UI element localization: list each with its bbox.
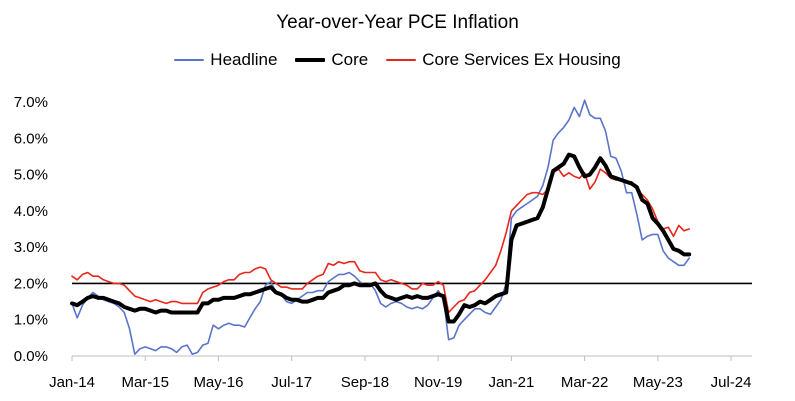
y-tick-label: 2.0% <box>14 275 48 292</box>
x-axis: Jan-14 Mar-15 May-16 Jul-17 Sep-18 Nov-19 Jan-… <box>49 355 752 391</box>
series-line-headline <box>71 99 690 355</box>
series-line-core-services-ex-housing <box>71 168 690 314</box>
x-tick-label: Jan-21 <box>488 374 534 391</box>
x-tick-label: Jan-14 <box>49 374 95 391</box>
series-line-core <box>70 152 692 324</box>
series-group <box>70 99 692 355</box>
y-tick-label: 1.0% <box>14 312 48 329</box>
y-tick-label: 0.0% <box>14 348 48 365</box>
y-tick-label: 6.0% <box>14 130 48 147</box>
legend-swatch-core-services-ex-housing <box>386 59 417 61</box>
legend-item-core: Core <box>295 50 368 70</box>
y-tick-label: 5.0% <box>14 167 48 184</box>
legend-item-core-services-ex-housing: Core Services Ex Housing <box>386 50 621 70</box>
legend-item-headline: Headline <box>174 50 277 70</box>
x-tick-label: Sep-18 <box>341 374 389 391</box>
x-tick-label: Nov-19 <box>414 374 462 391</box>
legend-swatch-headline <box>174 59 205 61</box>
y-tick-label: 4.0% <box>14 203 48 220</box>
x-tick-label: Jul-17 <box>271 374 312 391</box>
x-tick-label: Jul-24 <box>711 374 752 391</box>
y-tick-label: 7.0% <box>14 94 48 111</box>
legend-label-core: Core <box>331 50 369 69</box>
x-tick-label: Mar-15 <box>121 374 169 391</box>
y-axis: 0.0% 1.0% 2.0% 3.0% 4.0% 5.0% 6.0% 7.0% <box>14 94 48 365</box>
legend: Headline Core Core Services Ex Housing <box>0 50 795 70</box>
legend-swatch-core <box>295 58 326 62</box>
legend-label-headline: Headline <box>210 50 278 69</box>
x-tick-label: Mar-22 <box>561 374 609 391</box>
x-tick-label: May-23 <box>633 374 683 391</box>
legend-label-core-services-ex-housing: Core Services Ex Housing <box>422 50 621 69</box>
y-tick-label: 3.0% <box>14 239 48 256</box>
x-tick-label: May-16 <box>193 374 243 391</box>
chart-title: Year-over-Year PCE Inflation <box>276 12 519 33</box>
